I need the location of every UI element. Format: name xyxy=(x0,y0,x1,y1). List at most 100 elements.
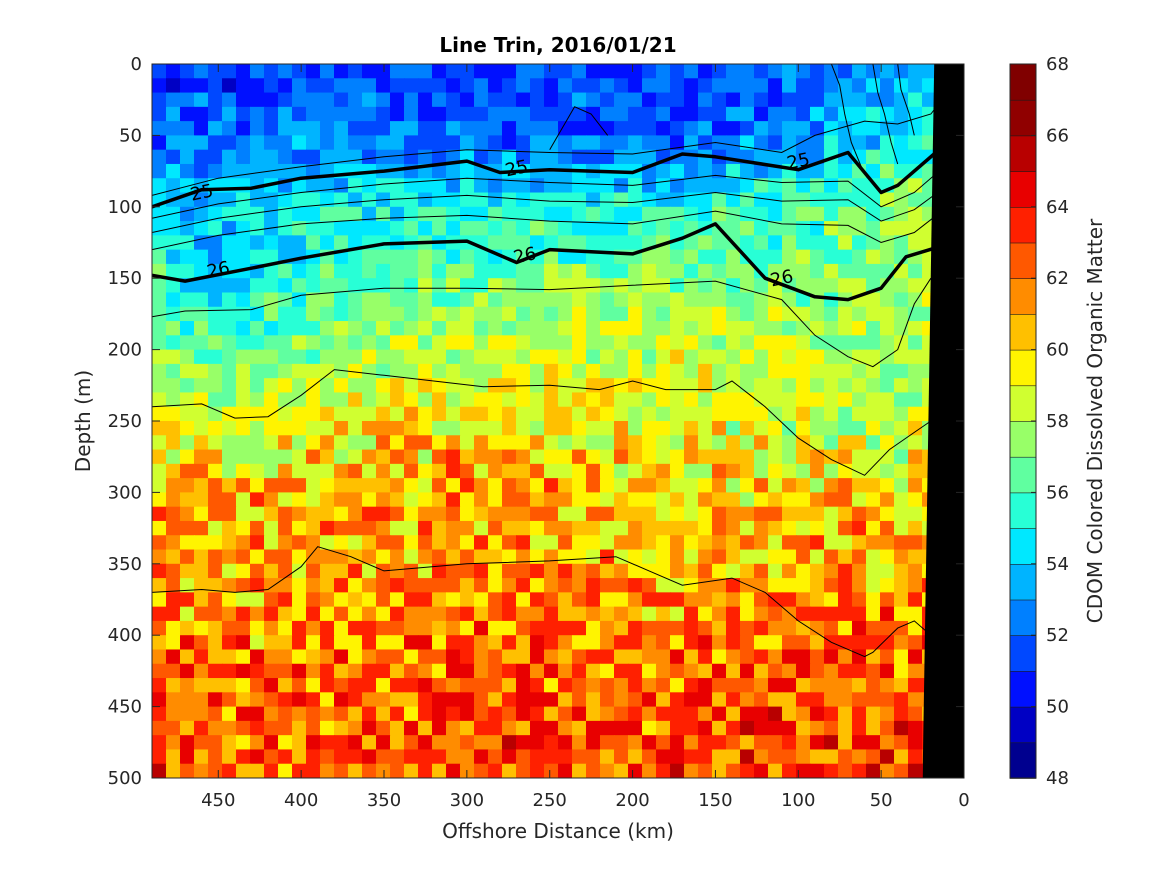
heatmap-cell xyxy=(292,235,307,251)
heatmap-cell xyxy=(852,678,867,693)
heatmap-cell xyxy=(740,492,755,508)
heatmap-cell xyxy=(474,606,489,622)
y-tick-label: 150 xyxy=(108,268,142,289)
heatmap-cell xyxy=(404,535,419,551)
heatmap-cell xyxy=(754,649,769,665)
heatmap-cell xyxy=(824,692,839,708)
heatmap-cell xyxy=(908,520,923,536)
heatmap-cell xyxy=(544,92,559,108)
heatmap-cell xyxy=(670,421,685,436)
heatmap-cell xyxy=(376,606,391,622)
heatmap-cell xyxy=(880,421,895,436)
heatmap-cell xyxy=(348,506,363,522)
heatmap-cell xyxy=(614,720,629,736)
heatmap-cell xyxy=(782,321,797,336)
heatmap-cell xyxy=(614,321,629,336)
heatmap-cell xyxy=(432,349,447,365)
heatmap-cell xyxy=(180,649,195,665)
heatmap-cell xyxy=(320,349,335,365)
heatmap-cell xyxy=(628,692,643,708)
heatmap-cell xyxy=(166,406,181,422)
heatmap-cell xyxy=(768,720,783,736)
heatmap-cell xyxy=(600,492,615,508)
heatmap-cell xyxy=(166,578,181,593)
heatmap-cell xyxy=(362,306,377,322)
heatmap-cell xyxy=(810,206,825,222)
heatmap-cell xyxy=(432,492,447,508)
heatmap-cell xyxy=(670,206,685,222)
heatmap-cell xyxy=(278,121,293,136)
heatmap-cell xyxy=(516,706,531,722)
heatmap-cell xyxy=(208,449,223,465)
heatmap-cell xyxy=(432,663,447,679)
heatmap-cell xyxy=(782,121,797,136)
heatmap-cell xyxy=(754,520,769,536)
heatmap-cell xyxy=(614,592,629,608)
heatmap-cell xyxy=(586,506,601,522)
colorbar xyxy=(1009,63,1037,779)
heatmap-cell xyxy=(292,363,307,379)
heatmap-cell xyxy=(292,520,307,536)
heatmap-cell xyxy=(656,620,671,636)
heatmap-cell xyxy=(180,263,195,279)
heatmap-cell xyxy=(656,449,671,465)
heatmap-cell xyxy=(796,649,811,665)
heatmap-cell xyxy=(236,735,251,751)
heatmap-cell xyxy=(152,535,167,551)
heatmap-cell xyxy=(810,635,825,651)
heatmap-cell xyxy=(166,749,181,765)
heatmap-cell xyxy=(684,706,699,722)
heatmap-cell xyxy=(530,121,545,136)
heatmap-cell xyxy=(782,406,797,422)
heatmap-cell xyxy=(474,692,489,708)
heatmap-cell xyxy=(460,263,475,279)
heatmap-cell xyxy=(824,592,839,608)
heatmap-cell xyxy=(698,678,713,693)
heatmap-cell xyxy=(292,178,307,194)
heatmap-cell xyxy=(614,363,629,379)
heatmap-cell xyxy=(292,435,307,451)
heatmap-cell xyxy=(852,392,867,408)
heatmap-cell xyxy=(516,392,531,408)
heatmap-cell xyxy=(152,678,167,693)
heatmap-cell xyxy=(460,620,475,636)
heatmap-cell xyxy=(516,406,531,422)
heatmap-cell xyxy=(698,121,713,136)
heatmap-cell xyxy=(516,335,531,351)
heatmap-cell xyxy=(810,763,825,778)
heatmap-cell xyxy=(264,421,279,436)
heatmap-cell xyxy=(446,720,461,736)
heatmap-cell xyxy=(222,406,237,422)
heatmap-cell xyxy=(404,206,419,222)
heatmap-cell xyxy=(698,535,713,551)
heatmap-cell xyxy=(320,563,335,579)
heatmap-cell xyxy=(264,149,279,165)
heatmap-cell xyxy=(628,178,643,194)
heatmap-cell xyxy=(152,592,167,608)
heatmap-cell xyxy=(866,306,881,322)
heatmap-cell xyxy=(894,64,909,79)
heatmap-cell xyxy=(824,435,839,451)
heatmap-cell xyxy=(362,192,377,208)
heatmap-cell xyxy=(250,149,265,165)
heatmap-cell xyxy=(642,720,657,736)
heatmap-cell xyxy=(334,92,349,108)
heatmap-cell xyxy=(670,535,685,551)
heatmap-cell xyxy=(306,720,321,736)
heatmap-cell xyxy=(404,649,419,665)
heatmap-cell xyxy=(292,149,307,165)
heatmap-cell xyxy=(446,263,461,279)
heatmap-cell xyxy=(810,620,825,636)
heatmap-cell xyxy=(558,406,573,422)
heatmap-cell xyxy=(852,763,867,778)
heatmap-cell xyxy=(250,592,265,608)
heatmap-cell xyxy=(180,163,195,179)
heatmap-cell xyxy=(474,478,489,493)
heatmap-cell xyxy=(250,221,265,236)
heatmap-cell xyxy=(348,749,363,765)
heatmap-cell xyxy=(726,463,741,479)
heatmap-cell xyxy=(404,363,419,379)
heatmap-cell xyxy=(376,178,391,194)
heatmap-cell xyxy=(306,263,321,279)
heatmap-cell xyxy=(572,92,587,108)
